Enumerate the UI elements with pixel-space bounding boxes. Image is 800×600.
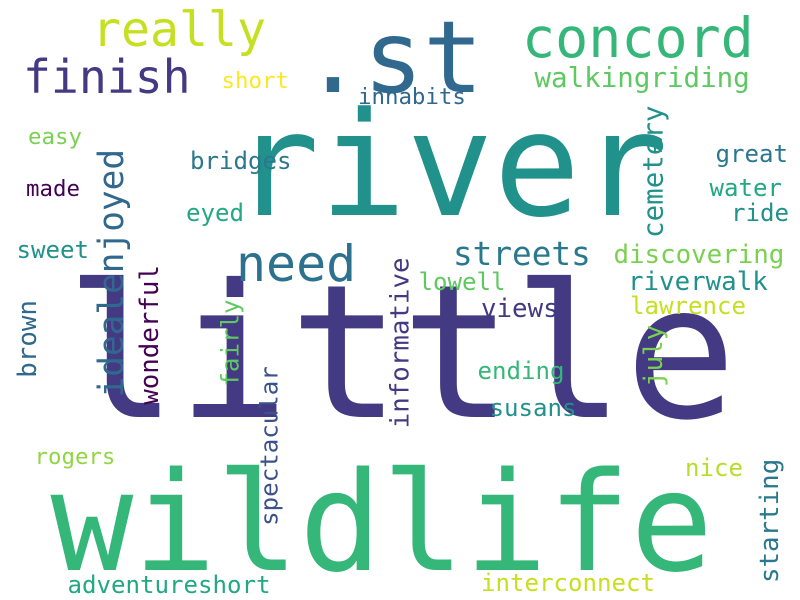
word-need: need [236, 235, 357, 293]
word-ending: ending [477, 357, 565, 385]
word-made: made [26, 176, 80, 202]
word-idealenjoyed: idealenjoyed [92, 148, 133, 398]
word-starting: starting [755, 458, 786, 584]
word-streets: streets [453, 234, 591, 273]
word-spectacular: spectacular [255, 366, 284, 526]
word-adventureshort: adventureshort [67, 571, 271, 599]
word-informative: informative [385, 257, 416, 429]
word-little: little [65, 245, 737, 461]
word-riverwalk: riverwalk [628, 267, 768, 297]
word-concord: concord [522, 5, 754, 70]
word-water: water [709, 174, 783, 202]
word-interconnect: interconnect [481, 569, 656, 597]
word-inhabits: inhabits [358, 84, 466, 110]
word-discovering: discovering [613, 240, 785, 270]
word-nice: nice [685, 454, 744, 482]
word-susans: susans [489, 394, 577, 422]
word-eyed: eyed [186, 199, 245, 227]
word-river: river [232, 81, 668, 250]
word-great: great [715, 140, 789, 168]
word-finish: finish [23, 50, 191, 104]
word-easy: easy [28, 124, 82, 150]
word-views: views [481, 294, 559, 324]
word-short-top: short [221, 68, 289, 94]
word-ride: ride [731, 199, 790, 227]
word-wildlife: wildlife [50, 443, 714, 600]
word-lawrence: lawrence [630, 292, 747, 320]
word-walkingriding: walkingriding [534, 62, 750, 94]
word-wonderful: wonderful [134, 265, 165, 405]
word-fairly: fairly [215, 299, 244, 387]
word-lowell: lowell [418, 268, 506, 296]
word-sweet: sweet [16, 236, 90, 264]
word-bridges: bridges [190, 147, 292, 175]
word-rogers: rogers [34, 444, 116, 470]
word-cemetery: cemetery [637, 105, 670, 238]
word-july: july [639, 324, 670, 387]
word-brown: brown [12, 300, 43, 378]
word-really: really [92, 2, 267, 58]
word-st: .st [303, 0, 484, 116]
